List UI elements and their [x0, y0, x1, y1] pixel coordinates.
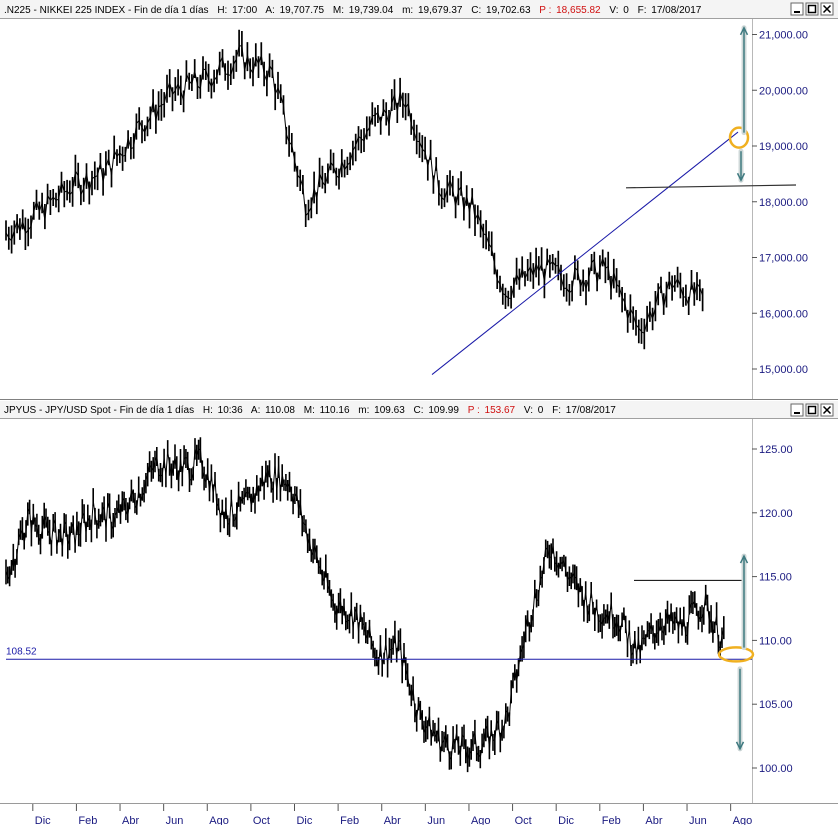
jpyusd-price-tick-label: 100.00 [759, 763, 793, 775]
jpyusd-price-series [5, 437, 725, 773]
time-tick-label: Abr [122, 815, 139, 825]
panel-title-jpyusd: JPYUS - JPY/USD Spot - Fin de día 1 días… [4, 405, 616, 416]
nikkei-projection-up-arrow [739, 25, 749, 136]
time-tick-label: Jun [166, 815, 184, 825]
panel-header-nikkei [0, 0, 838, 18]
nikkei-bars [5, 29, 704, 350]
nikkei-price-series [5, 29, 704, 350]
nikkei-line [5, 45, 704, 335]
time-axis [0, 804, 838, 825]
panel-header-jpyusd [0, 401, 838, 418]
time-tick-label: Feb [340, 815, 359, 825]
nikkei-price-tick-label: 21,000.00 [759, 30, 808, 42]
time-tick-label: Abr [384, 815, 401, 825]
time-tick-label: Abr [645, 815, 662, 825]
jpyusd-support-label: 108.52 [6, 646, 37, 657]
jpyusd-projection-up-arrow [739, 553, 749, 651]
time-axis-labels: Dic Feb Abr Jun Ago Oct Dic Feb Abr Jun Ago Oct Dic F… [32, 804, 753, 827]
nikkei-price-tick-label: 18,000.00 [759, 197, 808, 209]
minimize-button[interactable] [790, 403, 804, 417]
panel-title-nikkei: .N225 - NIKKEI 225 INDEX - Fin de día 1 … [4, 5, 702, 16]
jpyusd-price-tick-label: 115.00 [759, 572, 792, 584]
nikkei-highlight-circle [728, 126, 750, 149]
nikkei-price-tick-label: 15,000.00 [759, 364, 808, 376]
time-tick-label: Dic [296, 815, 312, 825]
time-tick-label: Dic [558, 815, 574, 825]
jpyusd-highlight-circle [717, 646, 755, 663]
time-tick-label: Dic [35, 815, 51, 825]
nikkei-plot [5, 25, 797, 375]
time-tick-label: Jun [427, 815, 445, 825]
maximize-button[interactable] [805, 403, 819, 417]
jpyusd-price-tick-label: 125.00 [759, 444, 793, 456]
close-button[interactable] [820, 2, 834, 16]
time-tick-label: Feb [78, 815, 97, 825]
nikkei-price-tick-label: 20,000.00 [759, 85, 808, 97]
jpyusd-projection-down-arrow [735, 666, 745, 752]
axes-labels: 21,000.00 20,000.00 19,000.00 18,000.00 17,0… [752, 30, 808, 775]
jpyusd-price-tick-label: 105.00 [759, 699, 793, 711]
jpyusd-price-tick-label: 110.00 [759, 635, 792, 647]
nikkei-projection-down-arrow [736, 148, 746, 183]
time-tick-label: Jun [689, 815, 707, 825]
time-tick-label: Ago [209, 815, 229, 825]
jpyusd-bars [5, 437, 725, 773]
jpyusd-price-tick-label: 120.00 [759, 508, 793, 520]
nikkei-trendline [431, 131, 739, 375]
nikkei-support-line [625, 184, 797, 189]
minimize-button[interactable] [790, 2, 804, 16]
time-tick-label: Ago [733, 815, 753, 825]
time-tick-label: Ago [471, 815, 491, 825]
nikkei-price-tick-label: 19,000.00 [759, 141, 808, 153]
maximize-button[interactable] [805, 2, 819, 16]
jpyusd-line [5, 448, 725, 761]
jpyusd-plot: 108.52 [5, 437, 755, 773]
nikkei-price-tick-label: 17,000.00 [759, 253, 808, 265]
time-tick-label: Feb [602, 815, 621, 825]
time-tick-label: Oct [515, 815, 532, 825]
nikkei-price-tick-label: 16,000.00 [759, 308, 808, 320]
close-button[interactable] [820, 403, 834, 417]
time-tick-label: Oct [253, 815, 270, 825]
